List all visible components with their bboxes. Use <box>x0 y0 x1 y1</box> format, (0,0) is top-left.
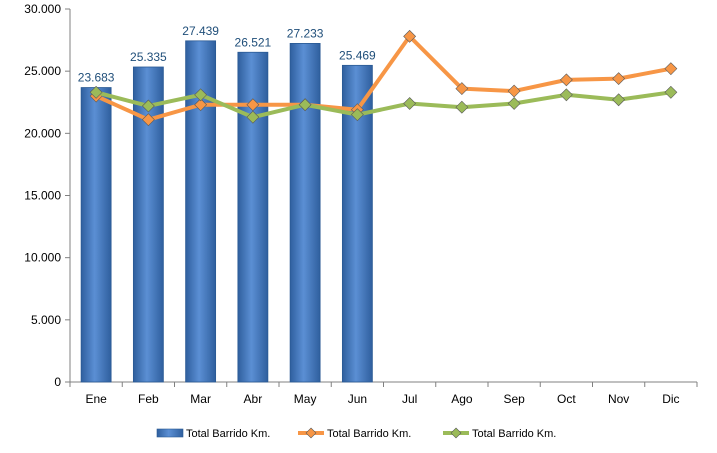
legend-label: Total Barrido Km. <box>327 428 411 440</box>
line-point <box>403 97 417 110</box>
x-tick-label: Jul <box>402 392 417 406</box>
y-tick-label: 25.000 <box>24 64 61 78</box>
bar-data-label: 27.439 <box>182 24 219 38</box>
bar-data-label: 23.683 <box>78 71 115 85</box>
series-line <box>94 34 673 122</box>
line-point <box>612 72 626 86</box>
x-tick-label: Mar <box>190 392 211 406</box>
line-point <box>612 93 626 107</box>
bar <box>237 51 269 383</box>
bar <box>80 87 112 383</box>
bar <box>289 43 321 383</box>
bar-data-label: 25.335 <box>130 50 167 64</box>
legend-marker <box>450 427 462 439</box>
bar-series <box>80 40 373 383</box>
y-tick-label: 10.000 <box>24 251 61 265</box>
line-point <box>507 84 521 98</box>
series-line <box>94 90 673 120</box>
bar-data-label: 26.521 <box>235 35 272 49</box>
bar-data-label: 25.469 <box>339 48 376 62</box>
line-point <box>664 62 678 76</box>
x-tick-label: Dic <box>662 392 679 406</box>
line-point <box>664 85 678 99</box>
x-tick-label: Nov <box>608 392 629 406</box>
line-series <box>89 29 678 127</box>
line-point <box>246 110 260 124</box>
y-tick-label: 30.000 <box>24 2 61 16</box>
y-tick-label: 5.000 <box>31 313 61 327</box>
x-tick-label: Jun <box>348 392 367 406</box>
legend-label: Total Barrido Km. <box>472 428 556 440</box>
x-tick-label: Ene <box>85 392 107 406</box>
y-tick-label: 0 <box>54 375 61 389</box>
line-point <box>403 29 417 43</box>
line-point <box>559 88 573 102</box>
legend-swatch <box>156 428 184 438</box>
line-point <box>89 85 103 99</box>
line-point <box>350 108 364 122</box>
line-point <box>298 98 312 112</box>
x-tick-label: Ago <box>451 392 473 406</box>
line-point <box>507 97 521 110</box>
x-tick-label: Feb <box>138 392 159 406</box>
line-point <box>194 88 208 102</box>
legend-marker <box>305 427 317 439</box>
line-point <box>455 100 469 114</box>
y-tick-label: 20.000 <box>24 126 61 140</box>
axes: 0 5.000 10.000 15.000 20.000 25.000 30.000 Ene F… <box>24 2 698 406</box>
line-point <box>141 99 155 113</box>
line-point <box>559 73 573 87</box>
data-labels: 23.683 25.335 27.439 26.521 27.233 25.469 <box>78 24 376 85</box>
line-point <box>246 98 260 112</box>
line-point <box>141 113 155 127</box>
y-tick-label: 15.000 <box>24 189 61 203</box>
line-point <box>194 98 208 112</box>
x-tick-label: Sep <box>503 392 525 406</box>
x-tick-label: Oct <box>557 392 576 406</box>
line-point <box>455 82 469 95</box>
x-tick-label: Abr <box>244 392 263 406</box>
bar-data-label: 27.233 <box>287 26 324 40</box>
x-tick-label: May <box>294 392 317 406</box>
legend: Total Barrido Km. Total Barrido Km. Total … <box>156 427 556 440</box>
legend-label: Total Barrido Km. <box>186 428 270 440</box>
